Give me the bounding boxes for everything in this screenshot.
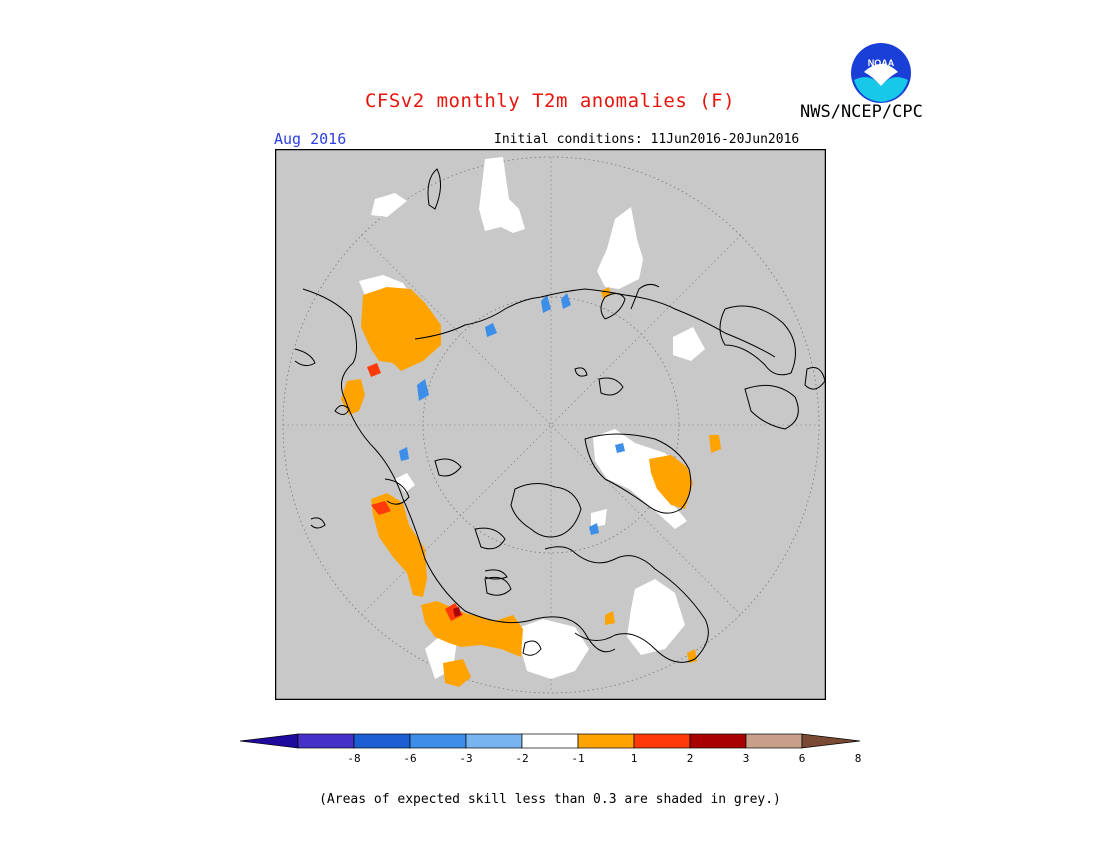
colorbar-box xyxy=(745,733,803,749)
colorbar-box xyxy=(297,733,355,749)
colorbar-box xyxy=(521,733,579,749)
colorbar-box xyxy=(465,733,523,749)
colorbar-tick-label: -8 xyxy=(347,752,360,765)
colorbar-arrow-low xyxy=(239,733,299,749)
colorbar-tick-label: -1 xyxy=(571,752,584,765)
polar-map xyxy=(275,149,826,700)
colorbar: -8 -6 -3 -2 -1 1 2 3 6 8 xyxy=(239,733,862,765)
colorbar-tick-label: 3 xyxy=(743,752,750,765)
coastlines xyxy=(294,168,826,663)
colorbar-box xyxy=(353,733,411,749)
noaa-logo: NOAA xyxy=(851,43,911,103)
colorbar-box xyxy=(633,733,691,749)
colorbar-tick-label: -2 xyxy=(515,752,528,765)
colorbar-box xyxy=(689,733,747,749)
agency-label: NWS/NCEP/CPC xyxy=(800,102,923,122)
near-normal-regions xyxy=(359,157,705,679)
anomaly-2-3-regions xyxy=(367,363,463,621)
colorbar-arrow-high xyxy=(801,733,861,749)
forecast-month: Aug 2016 xyxy=(274,130,347,148)
colorbar-tick-label: 1 xyxy=(631,752,638,765)
colorbar-box xyxy=(409,733,467,749)
anomaly-3-6-regions xyxy=(453,607,461,617)
colorbar-tick-label: 2 xyxy=(687,752,694,765)
initial-conditions: Initial conditions: 11Jun2016-20Jun2016 xyxy=(494,132,800,147)
colorbar-tick-label: 6 xyxy=(799,752,806,765)
colorbar-tick-label: 8 xyxy=(855,752,862,765)
anomaly-1-2-regions xyxy=(341,287,721,687)
noaa-logo-text: NOAA xyxy=(868,58,895,68)
below-normal-regions xyxy=(399,293,625,535)
map-frame xyxy=(275,149,826,700)
colorbar-tick-label: -3 xyxy=(459,752,472,765)
colorbar-box xyxy=(577,733,635,749)
skill-note: (Areas of expected skill less than 0.3 a… xyxy=(319,792,781,807)
map-title: CFSv2 monthly T2m anomalies (F) xyxy=(364,90,736,112)
colorbar-tick-label: -6 xyxy=(403,752,416,765)
